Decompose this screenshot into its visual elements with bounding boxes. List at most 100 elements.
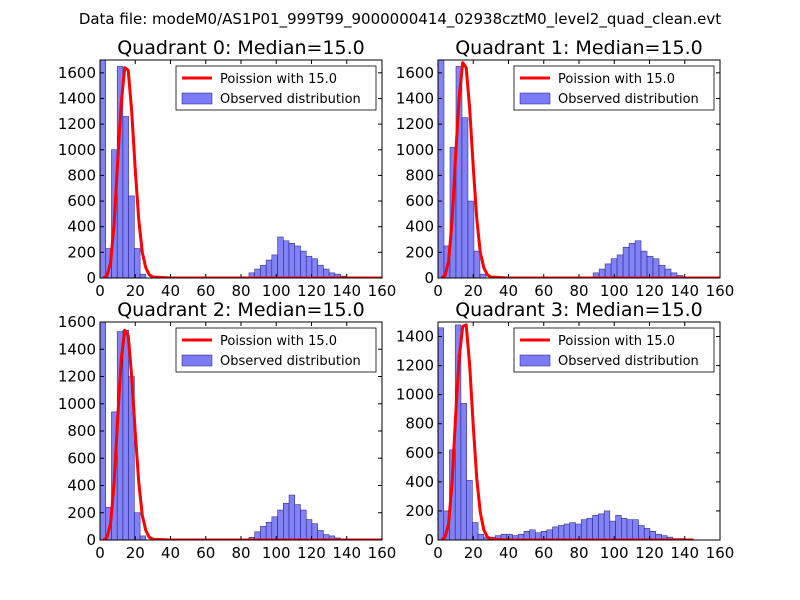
x-tick-label: 100 <box>262 282 291 300</box>
quadrant-3-title: Quadrant 3: Median=15.0 <box>455 299 703 321</box>
quadrant-3-hist-bar <box>626 519 634 540</box>
y-tick-label: 1600 <box>396 64 434 82</box>
x-tick-label: 140 <box>332 544 361 562</box>
x-tick-label: 100 <box>600 282 629 300</box>
y-tick-label: 1200 <box>396 357 434 375</box>
quadrant-1-hist-bar <box>628 243 636 278</box>
quadrant-3-hist-bar <box>546 529 553 540</box>
quadrant-1-hist-bar <box>634 240 642 278</box>
legend-label-observed: Observed distribution <box>220 92 361 107</box>
quadrant-0-plot-area <box>100 60 382 278</box>
quadrant-3-hist-bar <box>638 525 645 540</box>
quadrant-3-hist-bar <box>598 513 605 540</box>
legend-bar-swatch <box>181 354 213 367</box>
quadrant-3-hist-bar <box>592 515 599 540</box>
x-tick-label: 0 <box>433 544 443 562</box>
x-tick-label: 160 <box>368 282 397 300</box>
quadrant-1-title: Quadrant 1: Median=15.0 <box>455 37 703 59</box>
y-tick-label: 800 <box>405 415 434 433</box>
x-tick-label: 40 <box>499 544 518 562</box>
quadrant-2-hist-bar <box>134 512 141 540</box>
x-tick-label: 140 <box>670 282 699 300</box>
x-tick-label: 60 <box>534 544 553 562</box>
x-tick-label: 0 <box>95 544 105 562</box>
quadrant-0-hist-bar <box>260 264 267 278</box>
quadrant-3-hist-bar <box>603 510 611 540</box>
quadrant-1-hist-bar <box>438 60 445 278</box>
y-tick-label: 1000 <box>396 141 434 159</box>
x-tick-label: 80 <box>231 544 250 562</box>
quadrant-3-hist-bar <box>460 403 467 540</box>
x-tick-label: 140 <box>332 282 361 300</box>
y-tick-label: 1000 <box>396 386 434 404</box>
quadrant-2-hist-bar <box>139 535 147 540</box>
quadrant-3-hist-bar <box>569 522 576 540</box>
quadrant-2-panel: 0 20 40 60 80 100 120 140 1600200400600800100012… <box>58 299 397 562</box>
y-tick-label: 600 <box>67 449 96 467</box>
x-tick-label: 60 <box>196 544 215 562</box>
quadrant-3-hist-bar <box>477 533 485 540</box>
quadrant-2-hist-bar <box>294 504 301 540</box>
y-tick-label: 800 <box>67 422 96 440</box>
quadrant-1-hist-bar <box>467 200 475 278</box>
quadrant-0-hist-bar <box>294 245 301 278</box>
y-tick-label: 1600 <box>58 313 96 331</box>
legend-bar-swatch <box>519 92 551 105</box>
quadrant-0-legend: Poission with 15.0 Observed distribution <box>175 65 377 111</box>
quadrant-0-hist-bar <box>300 250 307 278</box>
quadrant-3-legend: Poission with 15.0 Observed distribution <box>513 327 715 373</box>
y-tick-label: 1400 <box>58 89 96 107</box>
y-tick-label: 200 <box>67 504 96 522</box>
quadrant-0-hist-bar <box>311 258 318 278</box>
legend-label-observed: Observed distribution <box>220 354 361 369</box>
quadrant-3-hist-bar <box>466 480 473 540</box>
x-tick-label: 20 <box>126 282 145 300</box>
quadrant-1-hist-bar <box>473 250 481 278</box>
x-tick-label: 80 <box>569 282 588 300</box>
quadrant-1-hist-bar <box>646 255 654 278</box>
y-tick-label: 400 <box>67 477 96 495</box>
quadrant-1-hist-bar <box>640 250 648 278</box>
legend-label-poisson: Poission with 15.0 <box>220 72 337 87</box>
quadrant-1-hist-bar <box>622 246 630 278</box>
x-tick-label: 40 <box>161 544 180 562</box>
quadrant-0-hist-bar <box>265 259 273 278</box>
quadrant-3-hist-bar <box>529 529 536 540</box>
y-tick-label: 400 <box>405 473 434 491</box>
quadrant-1-hist-bar <box>479 273 487 278</box>
quadrant-0-hist-bar <box>288 243 296 278</box>
x-tick-label: 160 <box>706 544 735 562</box>
y-tick-label: 1000 <box>58 395 96 413</box>
quadrant-2-hist-bar <box>300 509 307 540</box>
quadrant-1-poisson-line <box>440 61 720 278</box>
legend-label-poisson: Poission with 15.0 <box>558 72 675 87</box>
quadrant-1-hist-bar <box>658 264 666 278</box>
x-tick-label: 20 <box>126 544 145 562</box>
quadrant-1-hist-bar <box>604 263 612 278</box>
quadrant-3-hist-bar <box>632 519 639 540</box>
x-tick-label: 20 <box>464 544 483 562</box>
x-tick-label: 80 <box>569 544 588 562</box>
quadrant-0-hist-bar <box>134 248 141 278</box>
quadrant-3-hist-bar <box>552 526 559 540</box>
quadrant-3-hist-bar <box>558 525 565 540</box>
legend-label-observed: Observed distribution <box>558 354 699 369</box>
x-tick-label: 140 <box>670 544 699 562</box>
quadrant-0-title: Quadrant 0: Median=15.0 <box>117 37 365 59</box>
x-tick-label: 100 <box>262 544 291 562</box>
figure-suptitle: Data file: modeM0/AS1P01_999T99_90000004… <box>79 10 721 29</box>
y-tick-label: 400 <box>405 218 434 236</box>
x-tick-label: 0 <box>433 282 443 300</box>
quadrant-0-panel: 0 20 40 60 80 100 120 140 1600200400600800100012… <box>58 37 397 300</box>
quadrant-2-poisson-line <box>102 328 382 540</box>
y-tick-label: 200 <box>67 243 96 261</box>
quadrant-3-hist-bar <box>575 523 582 540</box>
quadrant-3-hist-bar <box>621 517 628 540</box>
x-tick-label: 160 <box>368 544 397 562</box>
y-tick-label: 1600 <box>58 64 96 82</box>
quadrant-3-poisson-line <box>440 323 694 540</box>
legend-bar-swatch <box>181 92 213 105</box>
legend-label-poisson: Poission with 15.0 <box>558 334 675 349</box>
quadrant-1-legend: Poission with 15.0 Observed distribution <box>513 65 715 111</box>
